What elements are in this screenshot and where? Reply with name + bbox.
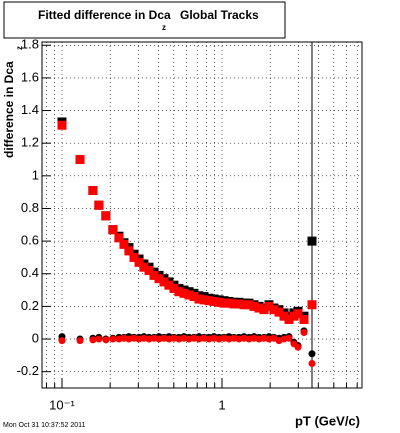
y-tick-label: 1.8 <box>21 37 39 52</box>
marker-circle <box>109 335 117 343</box>
marker-square <box>307 300 317 310</box>
marker-square <box>139 262 149 272</box>
title-subscript: z <box>162 23 166 32</box>
y-tick-label: -0.2 <box>17 363 39 378</box>
marker-circle <box>89 336 97 344</box>
marker-circle <box>140 334 148 342</box>
marker-square <box>108 225 118 235</box>
y-axis-label-subscript: z <box>15 46 24 50</box>
marker-circle <box>95 335 103 343</box>
marker-square <box>307 236 317 246</box>
marker-square <box>274 307 284 317</box>
y-tick-label: 1.4 <box>21 102 39 117</box>
marker-square <box>129 252 139 262</box>
marker-square <box>144 265 154 275</box>
title-rest: Global Tracks <box>180 8 259 22</box>
y-tick-label: 1.2 <box>21 135 39 150</box>
marker-square <box>149 270 159 280</box>
footer-date: Mon Oct 31 10:37:52 2011 <box>3 422 85 429</box>
marker-square <box>204 296 214 306</box>
y-axis-label: difference in Dca <box>2 61 16 158</box>
marker-square <box>179 288 189 298</box>
plot-frame <box>41 41 363 389</box>
marker-square <box>119 239 129 249</box>
marker-square <box>199 295 209 305</box>
marker-square <box>94 200 104 210</box>
y-tick-label: 0 <box>32 330 39 345</box>
marker-square <box>101 211 111 221</box>
marker-square <box>114 233 124 243</box>
marker-circle <box>58 337 66 345</box>
marker-square <box>88 186 98 196</box>
marker-square <box>164 280 174 290</box>
marker-circle <box>300 329 308 337</box>
marker-circle <box>102 336 110 344</box>
title-box <box>3 1 286 39</box>
marker-square <box>269 305 279 315</box>
marker-square <box>293 309 303 319</box>
y-tick-label: 0.4 <box>21 265 39 280</box>
marker-circle <box>294 343 302 351</box>
marker-square <box>75 155 85 165</box>
marker-circle <box>308 350 316 358</box>
marker-square <box>239 300 249 310</box>
y-tick-label: 0.2 <box>21 298 39 313</box>
marker-square <box>264 301 274 311</box>
chart-title: Fitted difference in Dca <box>38 8 171 22</box>
marker-square <box>234 299 244 309</box>
marker-square <box>254 303 264 313</box>
marker-square <box>299 314 309 324</box>
marker-square <box>249 301 259 311</box>
marker-square <box>169 283 179 293</box>
marker-square <box>279 311 289 321</box>
x-tick-label: 1 <box>218 397 225 412</box>
marker-square <box>244 300 254 310</box>
x-tick-label: 10⁻¹ <box>49 397 75 412</box>
x-axis-label: pT (GeV/c) <box>295 413 360 428</box>
y-tick-label: 1 <box>32 167 39 182</box>
y-tick-label: 0.6 <box>21 233 39 248</box>
marker-square <box>134 257 144 267</box>
marker-square <box>209 297 219 306</box>
y-tick-label: 0.8 <box>21 200 39 215</box>
marker-square <box>194 294 204 304</box>
marker-square <box>189 292 199 302</box>
marker-circle <box>285 334 293 342</box>
marker-square <box>184 290 194 300</box>
marker-square <box>224 298 234 308</box>
marker-square <box>214 297 224 307</box>
marker-square <box>124 246 134 256</box>
marker-square <box>159 277 169 287</box>
marker-square <box>219 298 229 308</box>
marker-square <box>154 274 164 284</box>
marker-square <box>284 314 294 324</box>
marker-circle <box>76 337 84 345</box>
marker-square <box>174 287 184 297</box>
marker-square <box>259 305 269 315</box>
marker-square <box>57 120 67 130</box>
y-tick-label: 1.6 <box>21 69 39 84</box>
marker-circle <box>308 360 316 368</box>
marker-square <box>229 299 239 309</box>
